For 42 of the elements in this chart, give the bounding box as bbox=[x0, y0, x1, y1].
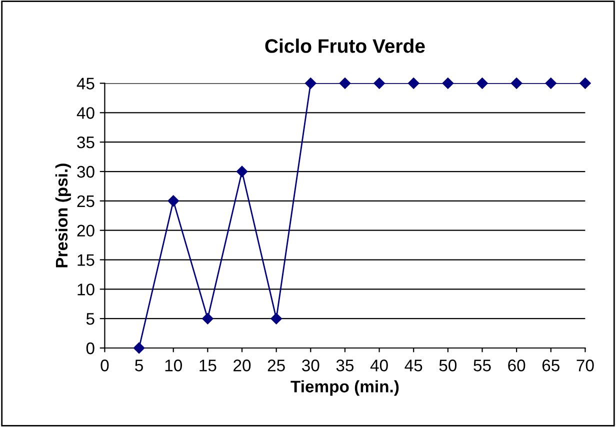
x-tick-label: 15 bbox=[200, 360, 216, 372]
point bbox=[202, 312, 214, 324]
y-tick-label: 10 bbox=[78, 284, 94, 296]
point bbox=[339, 77, 351, 90]
point bbox=[270, 312, 282, 324]
point bbox=[510, 77, 522, 90]
y-tick-label: 5 bbox=[86, 313, 94, 325]
x-tick-label: 70 bbox=[576, 360, 594, 372]
point bbox=[373, 77, 386, 90]
point bbox=[236, 166, 248, 178]
y-axis-title: Presion (psi.) bbox=[55, 164, 71, 268]
y-tick-label: 25 bbox=[77, 195, 94, 208]
point bbox=[133, 342, 145, 354]
x-tick-label: 5 bbox=[135, 360, 143, 372]
x-tick-label: 25 bbox=[268, 360, 285, 372]
point bbox=[442, 77, 454, 90]
y-tick-label: 0 bbox=[86, 342, 94, 354]
point bbox=[304, 77, 317, 90]
point bbox=[579, 77, 592, 90]
point bbox=[544, 77, 557, 90]
point bbox=[167, 195, 180, 207]
y-tick-label: 45 bbox=[76, 78, 94, 90]
y-tick-label: 35 bbox=[77, 136, 94, 148]
x-tick-label: 40 bbox=[370, 360, 388, 372]
y-tick-label: 15 bbox=[78, 254, 94, 266]
x-tick-label: 35 bbox=[336, 360, 354, 372]
x-tick-label: 30 bbox=[302, 360, 320, 372]
x-tick-label: 0 bbox=[100, 360, 109, 372]
x-tick-label: 10 bbox=[165, 360, 182, 372]
y-tick-label: 30 bbox=[77, 166, 94, 178]
point bbox=[408, 77, 420, 90]
x-tick-label: 20 bbox=[234, 360, 251, 372]
x-tick-label: 55 bbox=[474, 360, 491, 372]
x-tick-label: 65 bbox=[542, 360, 560, 372]
point bbox=[476, 77, 488, 90]
x-tick-label: 60 bbox=[508, 360, 526, 372]
x-tick-label: 45 bbox=[404, 360, 422, 372]
y-tick-label: 20 bbox=[77, 224, 94, 237]
x-tick-label: 50 bbox=[439, 360, 457, 372]
chart-title: Ciclo Fruto Verde bbox=[265, 38, 425, 53]
x-axis-title: Tiempo (min.) bbox=[290, 380, 399, 396]
y-tick-label: 40 bbox=[76, 107, 94, 119]
